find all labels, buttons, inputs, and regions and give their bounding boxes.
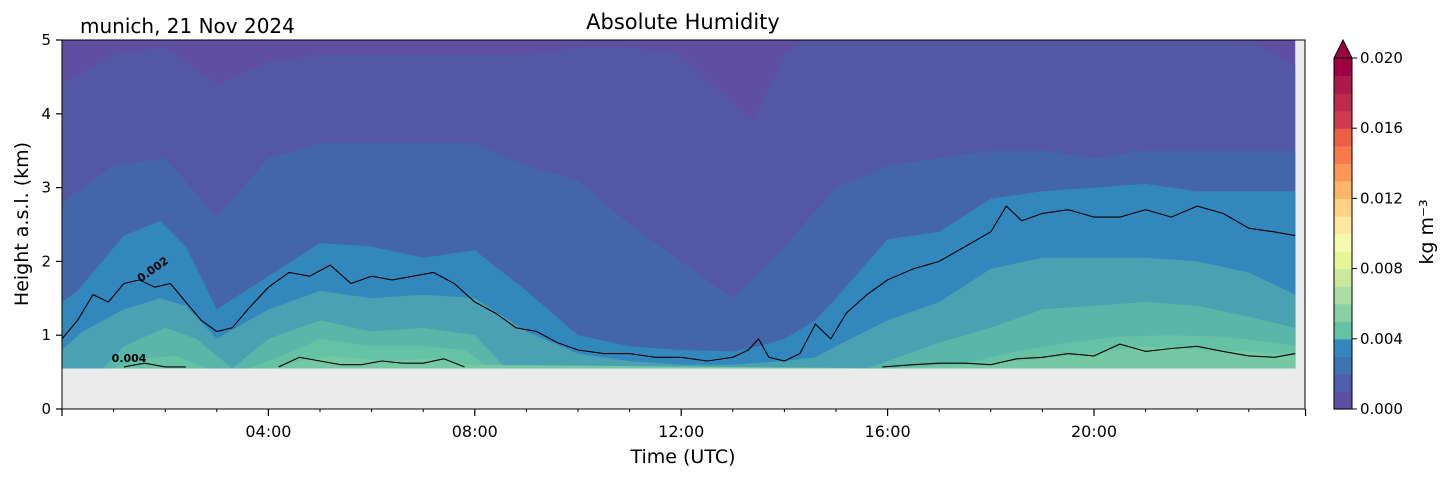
colorbar-segment xyxy=(1334,128,1352,147)
x-tick-label: 16:00 xyxy=(865,422,911,441)
location-date-label: munich, 21 Nov 2024 xyxy=(80,14,295,38)
y-tick-label: 0 xyxy=(41,400,51,418)
colorbar-segment xyxy=(1334,58,1352,77)
colorbar-segment xyxy=(1334,198,1352,217)
x-tick-label: 04:00 xyxy=(245,422,291,441)
colorbar-label: kg m⁻³ xyxy=(1416,199,1438,264)
y-tick-label: 2 xyxy=(41,252,51,270)
colorbar-frame xyxy=(1333,57,1353,410)
contour-line xyxy=(62,205,1296,362)
plot-frame xyxy=(61,39,1306,410)
y-tick-label: 1 xyxy=(41,326,51,344)
contour-line xyxy=(882,343,1296,368)
colorbar-segment xyxy=(1334,356,1352,375)
colorbar-segment xyxy=(1334,268,1352,287)
y-axis: 0 1 2 3 4 5 xyxy=(41,31,62,418)
colorbar-segment xyxy=(1334,373,1352,393)
colorbar-segment xyxy=(1334,215,1352,235)
y-axis-label: Height a.s.l. (km) xyxy=(11,142,33,306)
colorbar-tick-label: 0.000 xyxy=(1360,400,1403,418)
colorbar-segment xyxy=(1334,338,1352,357)
colorbar-segment xyxy=(1334,233,1352,252)
y-tick-label: 5 xyxy=(41,31,51,49)
colorbar-extend-arrow xyxy=(1333,38,1353,59)
plot-area xyxy=(62,40,1305,409)
chart-title: Absolute Humidity xyxy=(586,10,780,34)
colorbar-segment xyxy=(1334,180,1352,199)
colorbar-tick-label: 0.012 xyxy=(1360,189,1403,207)
colorbar-segment xyxy=(1334,75,1352,94)
colorbar-segment xyxy=(1334,163,1352,182)
y-tick-label: 3 xyxy=(41,179,51,197)
colorbar-segment xyxy=(1334,145,1352,164)
colorbar-segment xyxy=(1334,251,1352,270)
colorbar-tick-label: 0.020 xyxy=(1360,49,1403,67)
humidity-fill-band xyxy=(278,346,1296,369)
colorbar-tick-label: 0.008 xyxy=(1360,260,1403,278)
colorbar-tick-label: 0.016 xyxy=(1360,119,1403,137)
colorbar-segment xyxy=(1334,303,1352,322)
x-tick-label: 20:00 xyxy=(1071,422,1117,441)
contour-label: 0.004 xyxy=(112,352,147,365)
colorbar: 0.000 0.004 0.008 0.012 0.016 0.020 xyxy=(1333,38,1403,418)
colorbar-segment xyxy=(1334,321,1352,340)
contour-line xyxy=(123,362,186,368)
colorbar-tick-label: 0.004 xyxy=(1360,330,1403,348)
colorbar-segment xyxy=(1334,391,1352,410)
x-tick-label: 08:00 xyxy=(452,422,498,441)
x-tick-label: 12:00 xyxy=(658,422,704,441)
colorbar-segment xyxy=(1334,110,1352,129)
colorbar-segment xyxy=(1334,286,1352,305)
y-tick-label: 4 xyxy=(41,105,51,123)
x-axis: 04:00 08:00 12:00 16:00 20:00 xyxy=(61,409,1307,441)
colorbar-segment xyxy=(1334,93,1352,112)
x-axis-label: Time (UTC) xyxy=(629,446,735,468)
contour-line xyxy=(278,356,465,368)
